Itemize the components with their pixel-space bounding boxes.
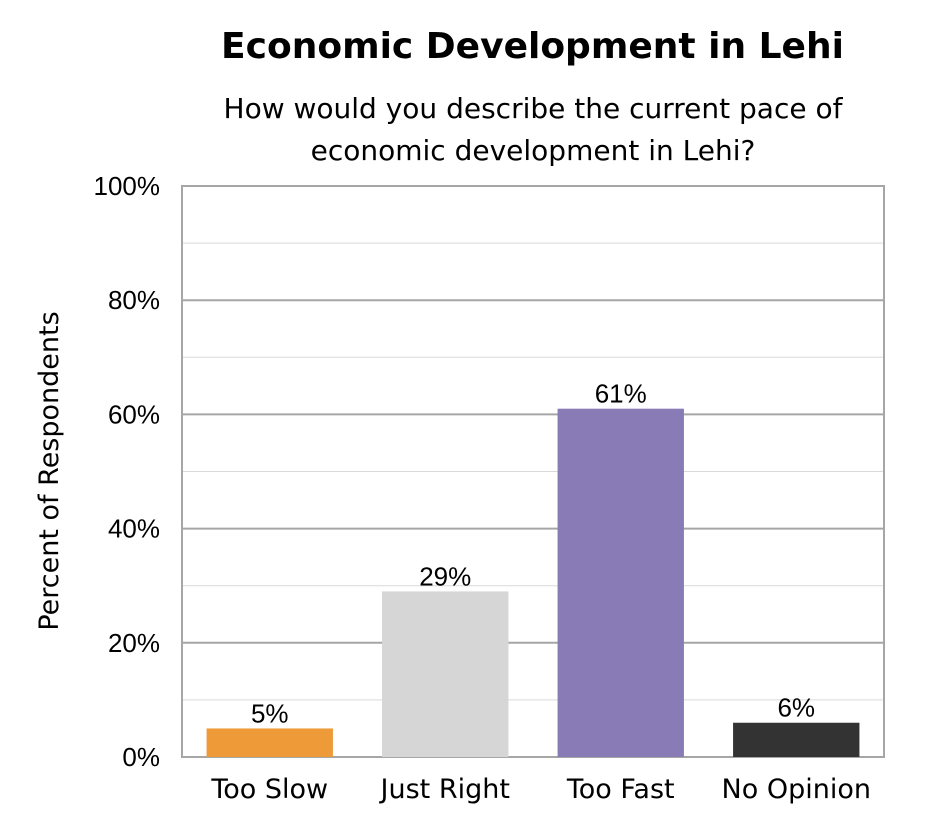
- x-category-label: Too Slow: [210, 774, 328, 805]
- x-category-label: Just Right: [379, 774, 510, 805]
- y-tick-label: 80%: [108, 285, 160, 315]
- y-tick-label: 60%: [108, 399, 160, 429]
- chart-subtitle: How would you describe the current pace …: [223, 92, 843, 167]
- data-label: 6%: [777, 693, 815, 723]
- bar: [382, 591, 509, 757]
- bar: [206, 728, 333, 757]
- chart-title: Economic Development in Lehi: [221, 26, 844, 67]
- y-tick-label: 100%: [94, 171, 161, 201]
- data-label: 5%: [251, 698, 289, 728]
- y-tick-label: 0%: [122, 742, 160, 772]
- y-tick-label: 40%: [108, 514, 160, 544]
- bar: [557, 408, 684, 757]
- x-category-label: No Opinion: [722, 774, 871, 805]
- data-label: 29%: [419, 561, 471, 591]
- plot-area-border: [181, 185, 885, 758]
- y-axis-title: Percent of Respondents: [34, 311, 65, 630]
- x-category-label: Too Fast: [566, 774, 675, 805]
- bar: [733, 722, 860, 757]
- data-label: 61%: [595, 379, 647, 409]
- y-tick-label: 20%: [108, 628, 160, 658]
